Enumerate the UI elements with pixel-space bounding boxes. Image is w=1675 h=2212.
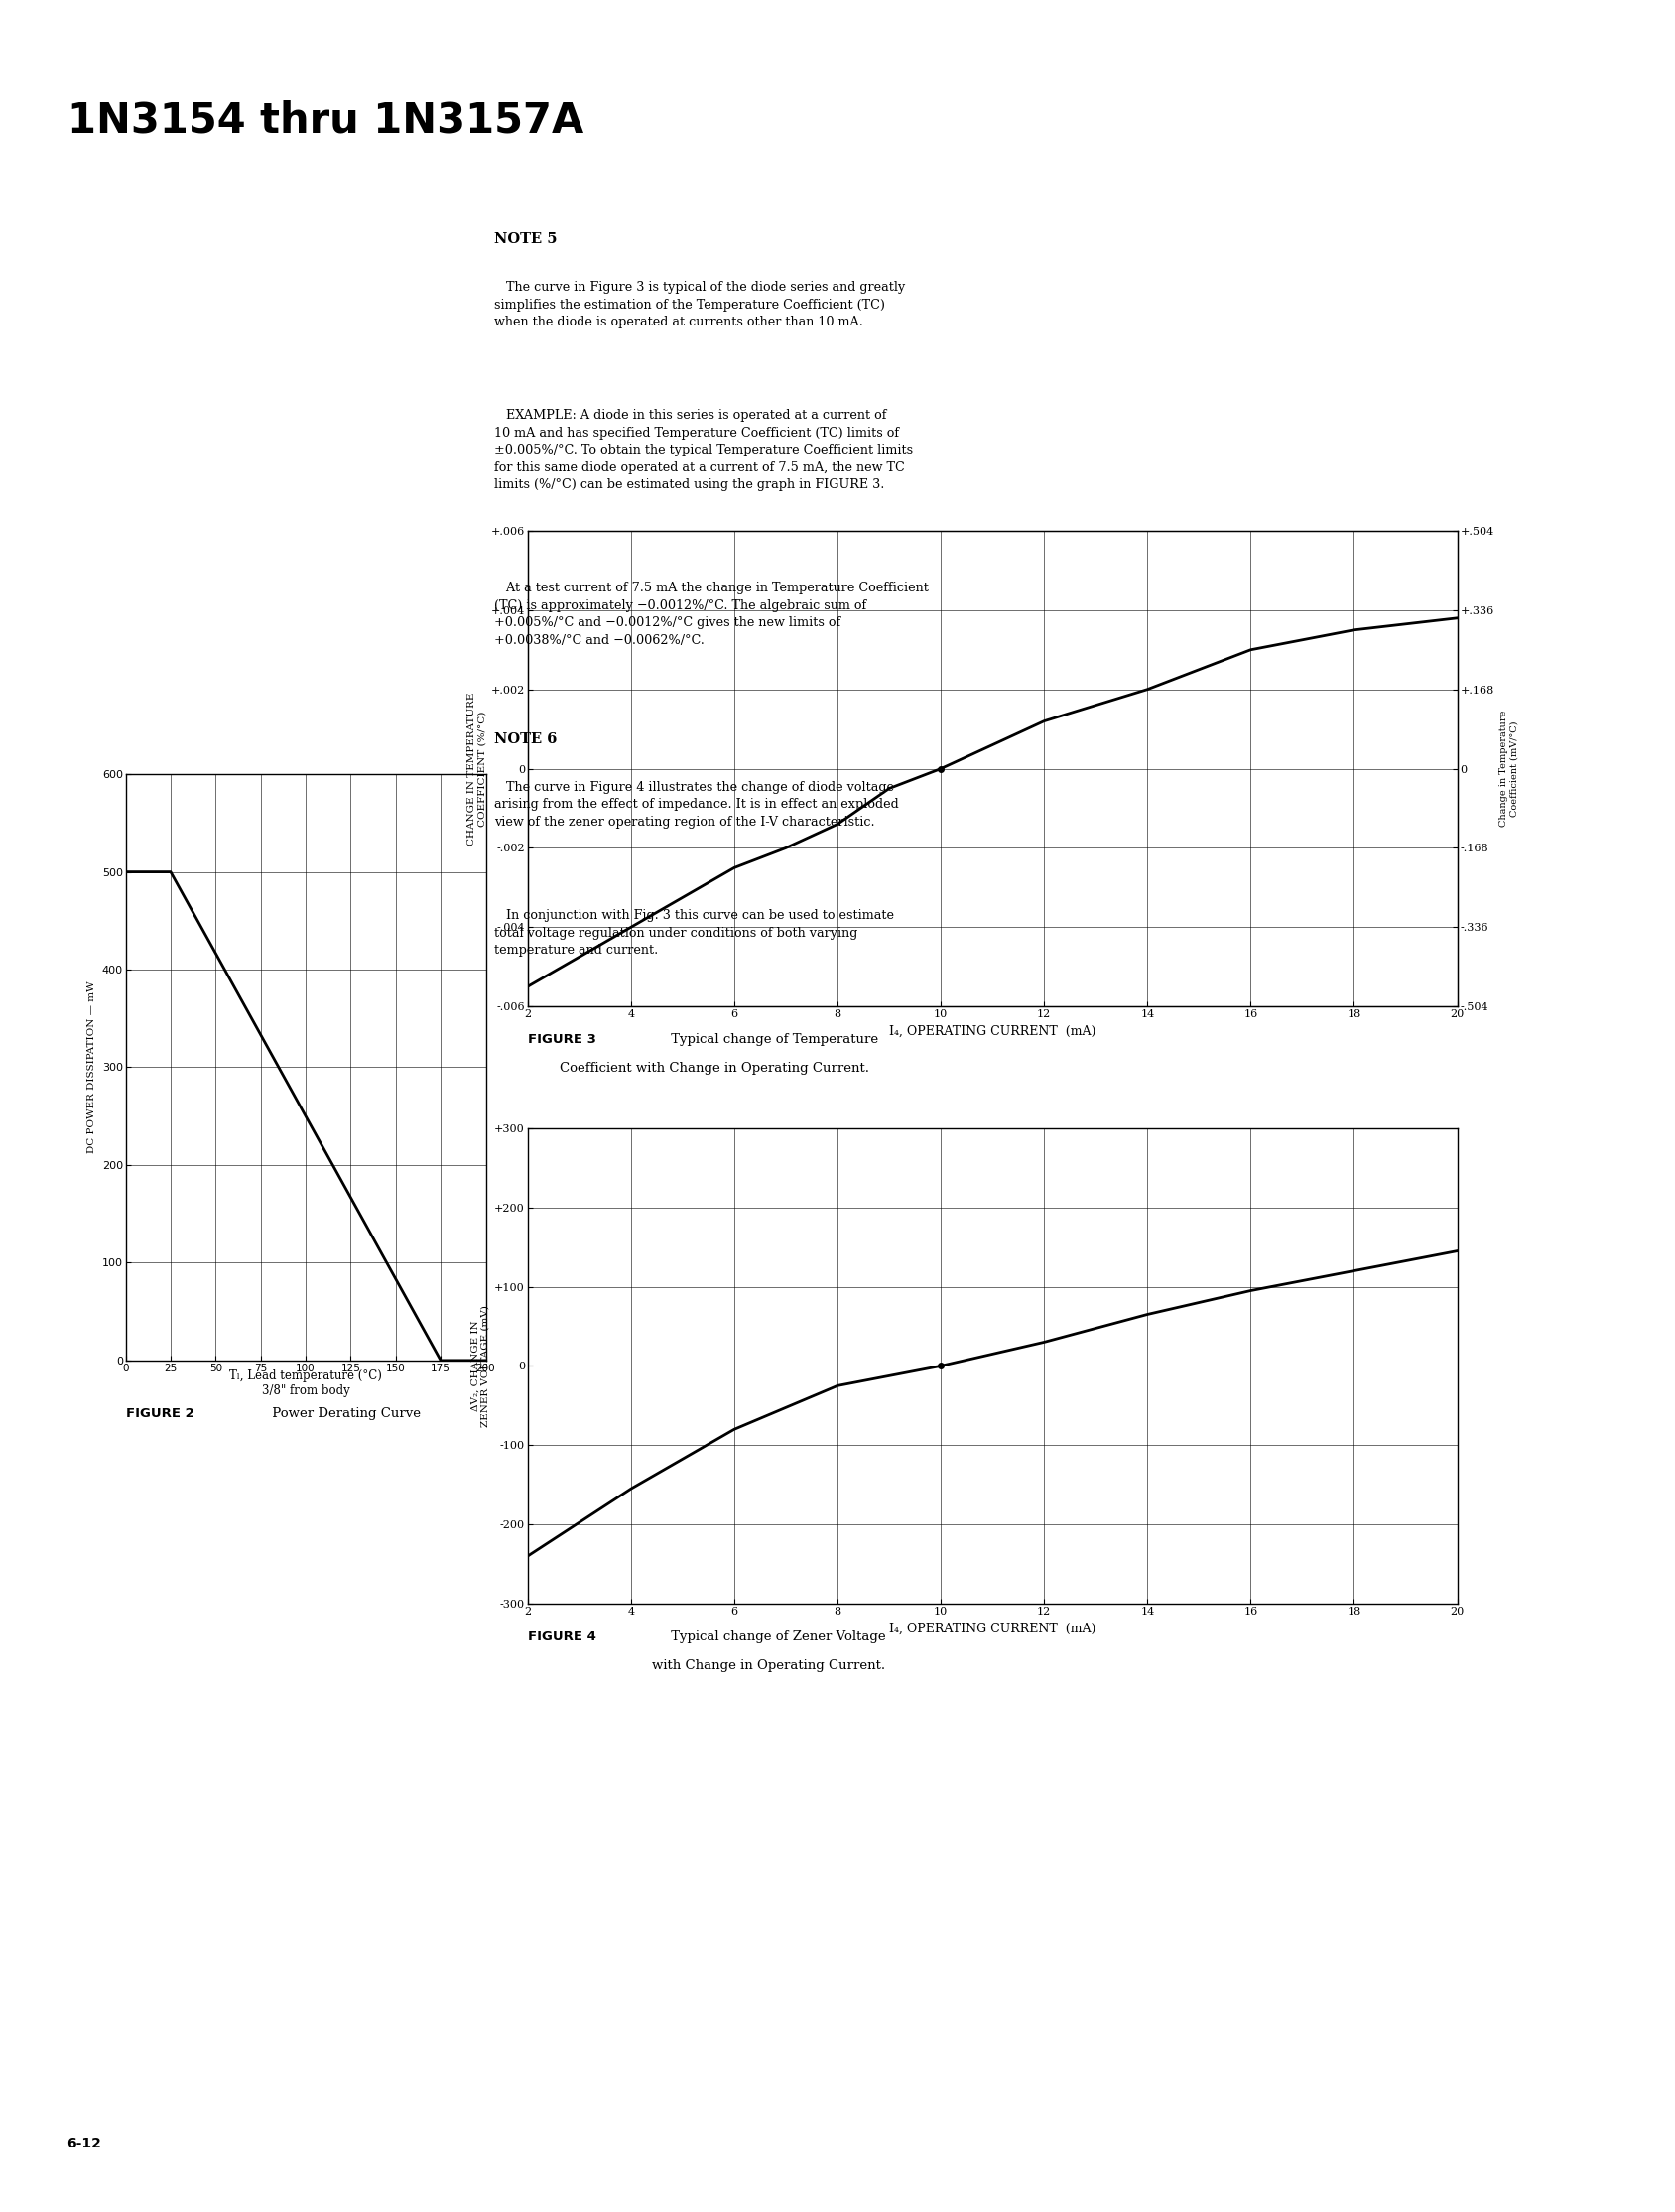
- Y-axis label: DC POWER DISSIPATION — mW: DC POWER DISSIPATION — mW: [87, 982, 97, 1152]
- Text: NOTE 6: NOTE 6: [494, 732, 558, 745]
- Text: FIGURE 4: FIGURE 4: [528, 1630, 596, 1644]
- Text: NOTE 5: NOTE 5: [494, 232, 558, 246]
- Text: Typical change of Temperature: Typical change of Temperature: [667, 1033, 878, 1046]
- Y-axis label: CHANGE IN TEMPERATURE
COEFFICIENT (%/°C): CHANGE IN TEMPERATURE COEFFICIENT (%/°C): [467, 692, 487, 845]
- Text: The curve in Figure 4 illustrates the change of diode voltage
arising from the e: The curve in Figure 4 illustrates the ch…: [494, 781, 899, 830]
- X-axis label: I₄, OPERATING CURRENT  (mA): I₄, OPERATING CURRENT (mA): [889, 1621, 1095, 1635]
- Text: Tₗ, Lead temperature (°C): Tₗ, Lead temperature (°C): [229, 1369, 382, 1382]
- Text: Coefficient with Change in Operating Current.: Coefficient with Change in Operating Cur…: [559, 1062, 869, 1075]
- Text: EXAMPLE: A diode in this series is operated at a current of
10 mA and has specif: EXAMPLE: A diode in this series is opera…: [494, 409, 913, 491]
- Text: 1N3154 thru 1N3157A: 1N3154 thru 1N3157A: [67, 100, 583, 142]
- Text: In conjunction with Fig. 3 this curve can be used to estimate
total voltage regu: In conjunction with Fig. 3 this curve ca…: [494, 909, 894, 958]
- Text: 6-12: 6-12: [67, 2137, 102, 2150]
- Y-axis label: ΔV₂, CHANGE IN
ZENER VOLTAGE (mV): ΔV₂, CHANGE IN ZENER VOLTAGE (mV): [471, 1305, 491, 1427]
- Text: The curve in Figure 3 is typical of the diode series and greatly
simplifies the : The curve in Figure 3 is typical of the …: [494, 281, 904, 330]
- Text: At a test current of 7.5 mA the change in Temperature Coefficient
(TC) is approx: At a test current of 7.5 mA the change i…: [494, 582, 928, 646]
- Text: FIGURE 2: FIGURE 2: [126, 1407, 194, 1420]
- Text: with Change in Operating Current.: with Change in Operating Current.: [652, 1659, 884, 1672]
- Y-axis label: Change in Temperature
Coefficient (mV/°C): Change in Temperature Coefficient (mV/°C…: [1499, 710, 1519, 827]
- X-axis label: I₄, OPERATING CURRENT  (mA): I₄, OPERATING CURRENT (mA): [889, 1024, 1095, 1037]
- Text: Power Derating Curve: Power Derating Curve: [268, 1407, 420, 1420]
- Text: 3/8" from body: 3/8" from body: [261, 1385, 350, 1398]
- Text: Typical change of Zener Voltage: Typical change of Zener Voltage: [667, 1630, 886, 1644]
- Text: FIGURE 3: FIGURE 3: [528, 1033, 596, 1046]
